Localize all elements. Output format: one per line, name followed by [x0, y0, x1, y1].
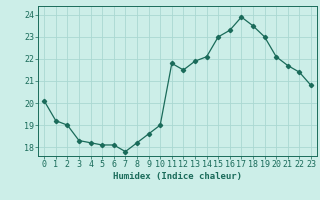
X-axis label: Humidex (Indice chaleur): Humidex (Indice chaleur)	[113, 172, 242, 181]
